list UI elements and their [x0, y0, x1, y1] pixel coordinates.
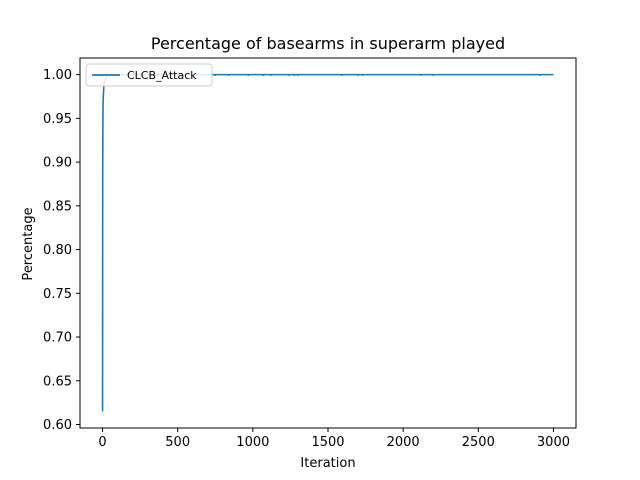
y-tick-label: 1.00 [43, 68, 72, 83]
chart-title: Percentage of basearms in superarm playe… [151, 34, 505, 53]
y-tick-label: 0.75 [43, 287, 72, 302]
y-tick-label: 0.60 [43, 418, 72, 433]
axes: 0 500 1000 1500 2000 2500 3000 0.60 0.65 0.70 0.75… [43, 57, 577, 450]
y-axis-title: Percentage [21, 207, 36, 280]
legend-label: CLCB_Attack [127, 69, 197, 82]
x-tick-label: 500 [165, 435, 190, 450]
legend-box [85, 63, 213, 87]
legend: CLCB_Attack [85, 63, 213, 87]
x-tick-label: 0 [98, 435, 106, 450]
y-tick-label: 0.95 [43, 112, 72, 127]
y-tick-label: 0.65 [43, 374, 72, 389]
x-tick-label: 1000 [236, 435, 269, 450]
x-tick-label: 2500 [462, 435, 495, 450]
x-axis-title: Iteration [300, 456, 355, 471]
y-tick-label: 0.80 [43, 243, 72, 258]
x-tick-label: 1500 [311, 435, 344, 450]
y-tick-label: 0.90 [43, 156, 72, 171]
x-tick-label: 3000 [537, 435, 570, 450]
x-tick-label: 2000 [387, 435, 420, 450]
y-tick-label: 0.70 [43, 331, 72, 346]
y-tick-label: 0.85 [43, 199, 72, 214]
